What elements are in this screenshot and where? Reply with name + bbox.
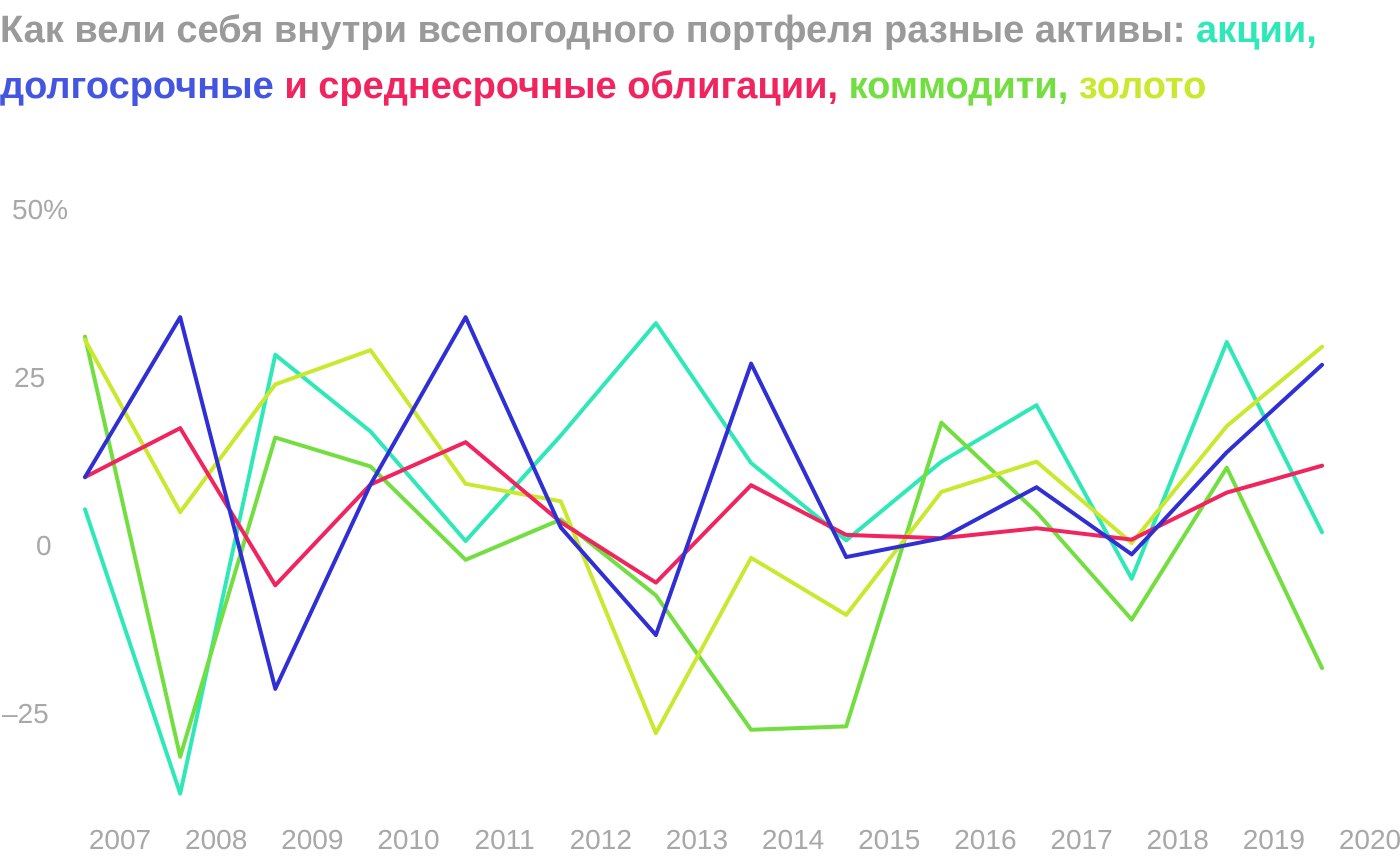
title-part-separator: , <box>1306 9 1328 51</box>
y-tick-label: 25 <box>14 362 45 393</box>
y-tick-label: 0 <box>36 530 52 561</box>
x-tick-label: 2020 <box>1339 824 1400 855</box>
title-part-intro: Как вели себя внутри всепогодного портфе… <box>0 9 1196 51</box>
title-part-long-bonds: долгосрочные <box>0 65 274 107</box>
x-tick-label: 2019 <box>1243 824 1305 855</box>
x-tick-label: 2012 <box>570 824 632 855</box>
x-tick-label: 2010 <box>377 824 439 855</box>
y-tick-label: 50% <box>12 194 68 225</box>
x-axis: 2007 2008 2009 2010 2011 2012 2013 2014 2015 2016… <box>89 824 1400 855</box>
x-tick-label: 2011 <box>475 824 535 855</box>
title-part-gold: золото <box>1068 65 1207 107</box>
title-part-stocks: акции <box>1195 9 1307 51</box>
title-part-separator: , <box>827 65 849 107</box>
series-line-2 <box>83 338 1324 736</box>
x-tick-label: 2015 <box>858 824 920 855</box>
plot-area <box>83 315 1324 796</box>
chart-title: Как вели себя внутри всепогодного портфе… <box>0 2 1400 114</box>
title-part-commodities: коммодити, <box>848 65 1069 107</box>
title-part-mid-bonds: и среднесрочные облигации <box>273 65 828 107</box>
x-tick-label: 2014 <box>762 824 824 855</box>
x-tick-label: 2016 <box>954 824 1016 855</box>
x-tick-label: 2013 <box>666 824 728 855</box>
x-tick-label: 2007 <box>89 824 151 855</box>
y-tick-label: –25 <box>2 698 49 729</box>
x-tick-label: 2018 <box>1147 824 1209 855</box>
x-tick-label: 2008 <box>185 824 247 855</box>
series-line-4 <box>83 315 1324 691</box>
series-line-1 <box>83 334 1324 759</box>
series-line-3 <box>83 426 1324 588</box>
x-tick-label: 2009 <box>281 824 343 855</box>
x-tick-label: 2017 <box>1050 824 1112 855</box>
y-axis: 50% 25 0 –25 <box>2 194 68 729</box>
series-line-0 <box>83 321 1324 796</box>
